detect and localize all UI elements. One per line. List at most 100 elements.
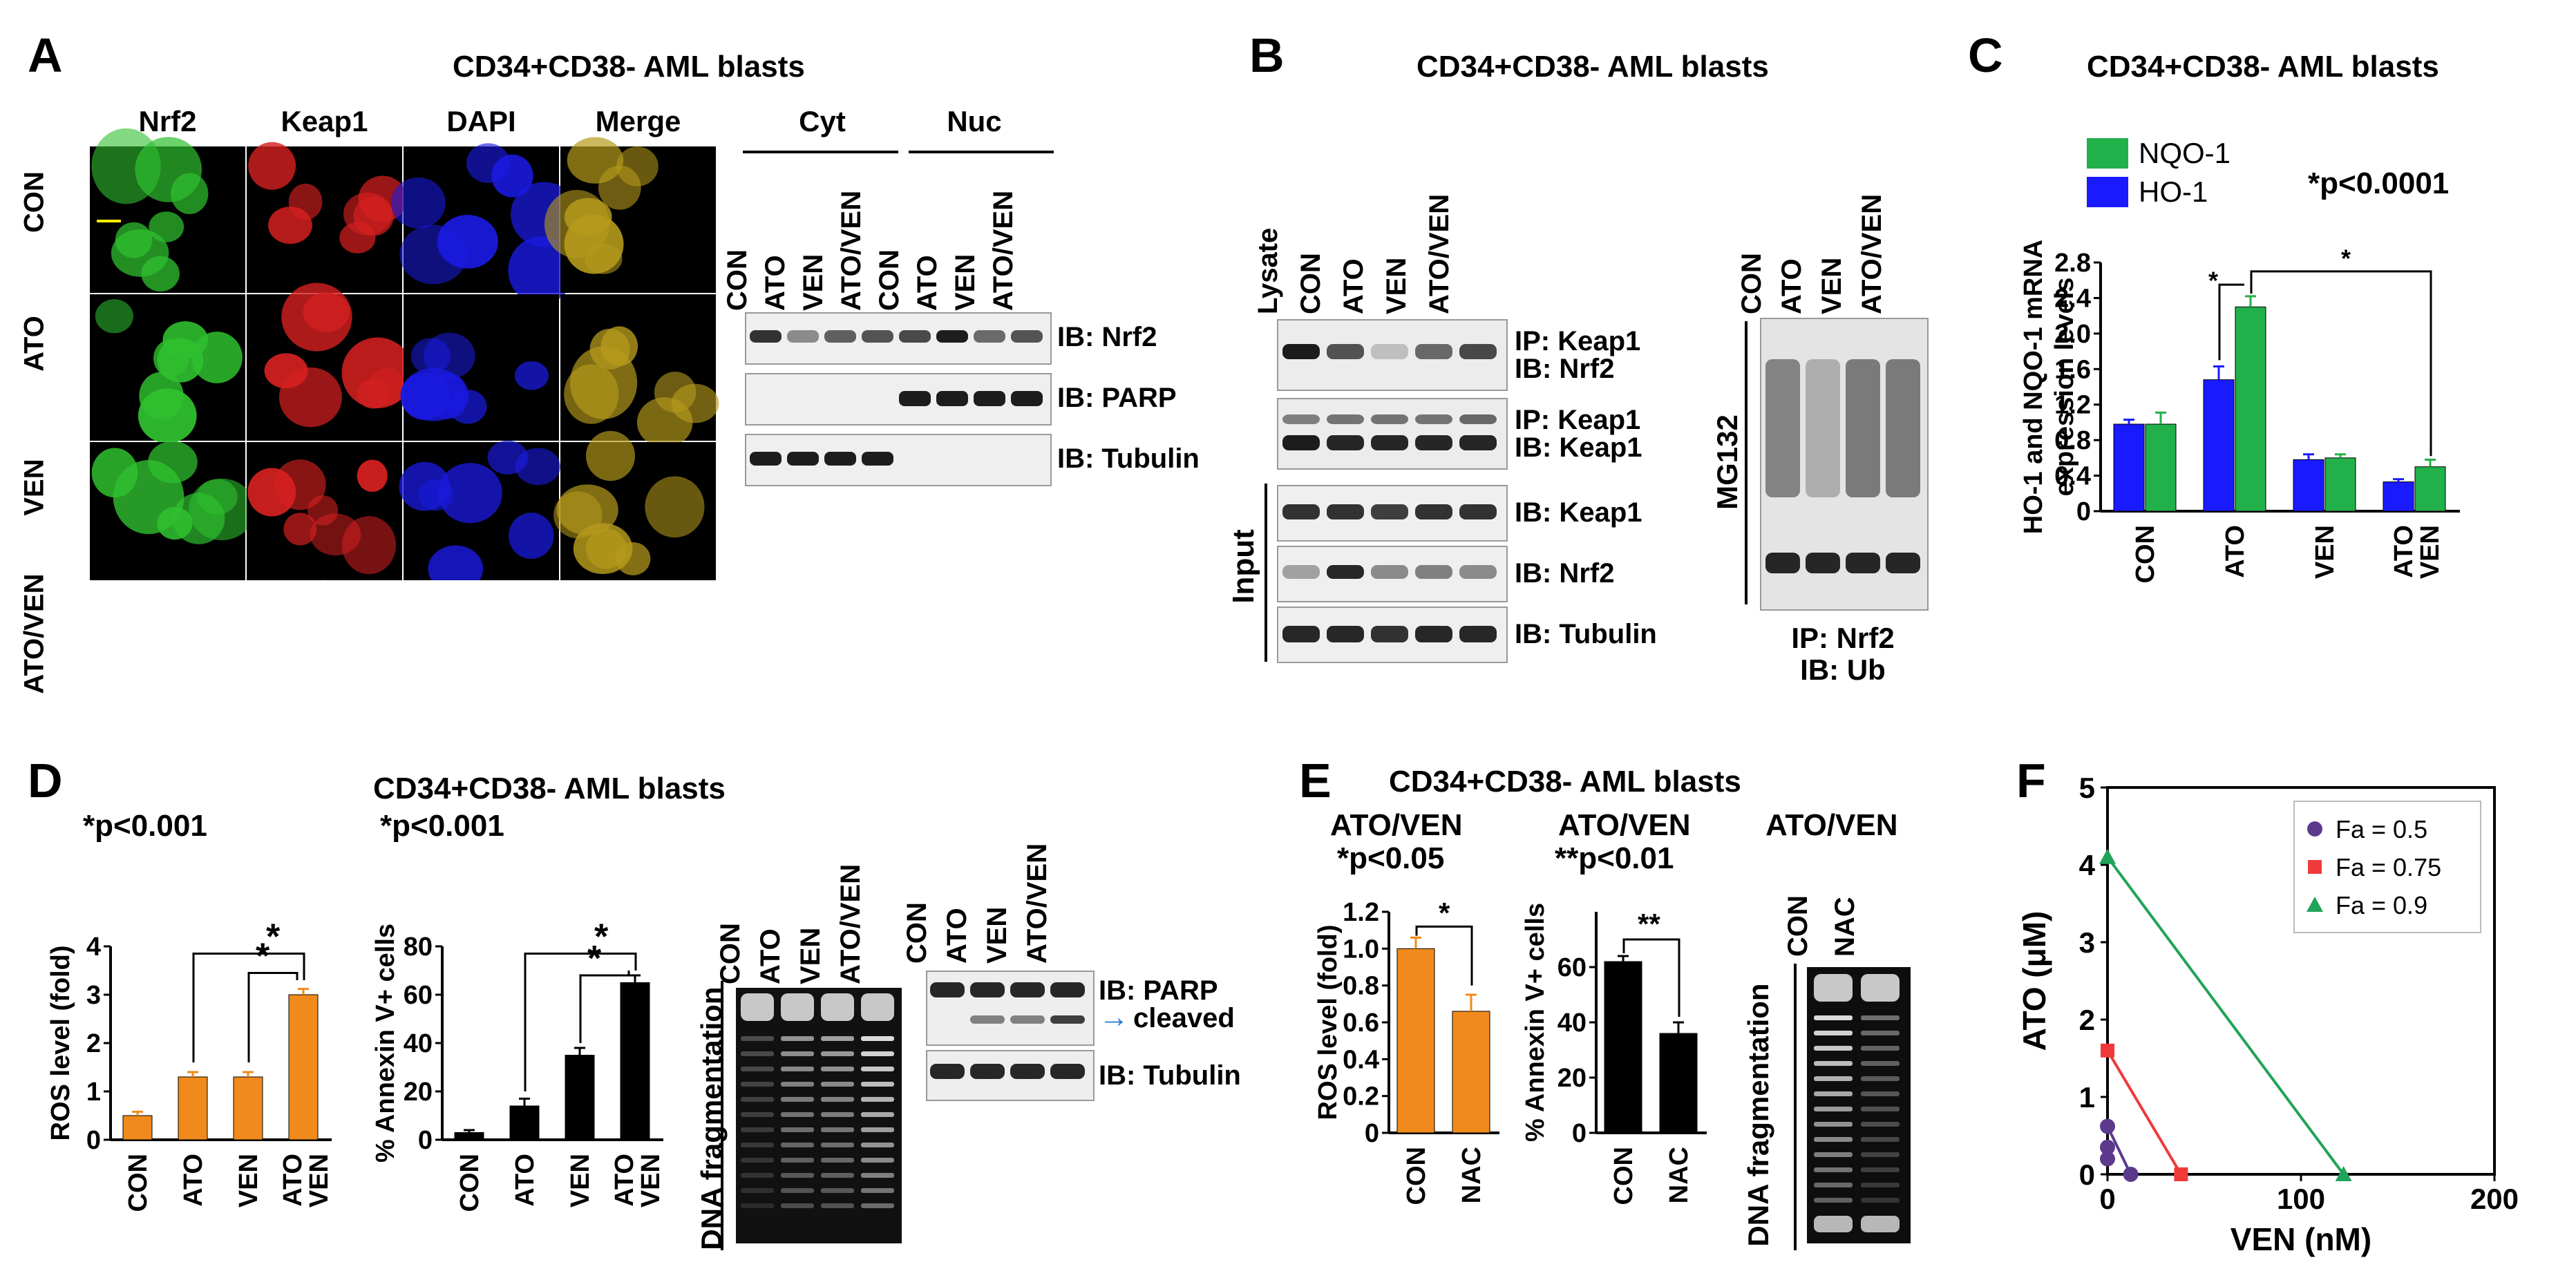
x-tick-label: 200 bbox=[2470, 1183, 2519, 1215]
blot-band bbox=[862, 452, 893, 466]
gel-ladder-band bbox=[861, 1097, 894, 1102]
blot-band bbox=[1371, 565, 1408, 579]
gel-ladder-band bbox=[1814, 1107, 1853, 1111]
gel-ladder-band bbox=[741, 1067, 774, 1071]
panel-b-ip1-label-2: IB: Nrf2 bbox=[1515, 354, 1615, 384]
bar bbox=[2113, 423, 2145, 512]
blot-band bbox=[1050, 982, 1085, 997]
panel-c-title: CD34+CD38- AML blasts bbox=[2087, 50, 2439, 84]
panel-b-bands bbox=[1282, 344, 1497, 642]
micrograph-cell bbox=[288, 183, 323, 220]
blot-band bbox=[787, 330, 819, 343]
blot-band bbox=[1282, 626, 1320, 642]
gel-ladder-band bbox=[781, 1082, 814, 1087]
ub-band bbox=[1765, 553, 1800, 573]
panel-a-micrograph-grid bbox=[90, 128, 719, 580]
panel-b-title: CD34+CD38- AML blasts bbox=[1417, 50, 1769, 84]
bar bbox=[2324, 457, 2356, 512]
micrograph-cell bbox=[390, 177, 446, 229]
data-point bbox=[2101, 1043, 2114, 1058]
blot-band bbox=[787, 452, 819, 466]
gel-ladder-band bbox=[861, 1173, 894, 1178]
micrograph-cell bbox=[564, 198, 612, 236]
gel-ladder-band bbox=[861, 1067, 894, 1071]
gel-ladder-band bbox=[821, 1036, 854, 1041]
panel-d-dna-ladders bbox=[741, 993, 894, 1208]
chart-e-ros: 0 0.2 0.4 0.6 0.8 1.0 1.2 CON NAC ROS level (fold… bbox=[1314, 897, 1499, 1205]
blot-band bbox=[930, 982, 965, 997]
y-tick-label: 0.8 bbox=[1343, 972, 1379, 1001]
x-axis-label: VEN (nM) bbox=[2231, 1221, 2371, 1257]
gel-ladder-band bbox=[741, 1173, 774, 1178]
legend-box bbox=[2293, 801, 2481, 933]
bar bbox=[2235, 306, 2266, 512]
x-tick-label: CON bbox=[455, 1154, 484, 1212]
blot-band-cleaved bbox=[1050, 1015, 1085, 1024]
gel-ladder-band bbox=[1861, 1198, 1900, 1203]
panel-d-parp-row-tubulin: IB: Tubulin bbox=[1099, 1060, 1241, 1091]
blot-band bbox=[1327, 565, 1364, 579]
sig-star: * bbox=[594, 917, 609, 957]
gel-ladder-band bbox=[861, 1082, 894, 1087]
gel-ladder-band bbox=[821, 1112, 854, 1117]
legend-label: Fa = 0.75 bbox=[2336, 853, 2441, 881]
micrograph-cell bbox=[508, 236, 574, 305]
y-tick-label: 1.2 bbox=[2054, 391, 2091, 420]
micrograph-cell bbox=[399, 225, 468, 285]
panel-e-letter: E bbox=[1299, 754, 1332, 808]
panel-a-micro-col-dapi: DAPI bbox=[446, 105, 516, 137]
micrograph-cell bbox=[307, 495, 339, 526]
panel-b-input-row-nrf2: IB: Nrf2 bbox=[1515, 558, 1615, 589]
y-tick-label: 5 bbox=[2079, 772, 2095, 804]
panel-d-subtitle: CD34+CD38- AML blasts bbox=[373, 772, 726, 805]
gel-ladder-band bbox=[1861, 1061, 1900, 1066]
panel-d-letter: D bbox=[28, 754, 63, 808]
ub-smear bbox=[1806, 359, 1840, 497]
bar bbox=[2414, 466, 2446, 512]
x-tick-label: VEN bbox=[305, 1154, 334, 1207]
panel-b-ip2-label-1: IP: Keap1 bbox=[1515, 405, 1641, 435]
micrograph-cell bbox=[303, 292, 350, 332]
y-tick-label: 1 bbox=[2079, 1081, 2095, 1114]
gel-well bbox=[1861, 974, 1900, 1002]
chart-e-annexin: 0 20 40 60 CON NAC % Annexin V+ cells ** bbox=[1521, 903, 1707, 1205]
sig-bracket bbox=[247, 972, 299, 1062]
panel-b-ub-bracket bbox=[1745, 321, 1748, 604]
gel-ladder-band bbox=[781, 1097, 814, 1102]
blot-band bbox=[930, 1064, 965, 1079]
bar bbox=[2293, 459, 2324, 512]
panel-a-blot-row-parp: IB: PARP bbox=[1057, 383, 1177, 413]
blot-band-cleaved bbox=[970, 1015, 1005, 1024]
gel-ladder-band bbox=[821, 1173, 854, 1178]
panel-e-sub2: ATO/VEN bbox=[1558, 808, 1691, 842]
y-tick-label: 20 bbox=[404, 1078, 433, 1107]
gel-ladder-band bbox=[741, 1082, 774, 1087]
panel-b-ub-smears bbox=[1765, 359, 1920, 573]
y-tick-label: 3 bbox=[2079, 926, 2095, 959]
data-point bbox=[2100, 1139, 2115, 1155]
gel-ladder-band bbox=[781, 1067, 814, 1071]
gel-well bbox=[781, 993, 814, 1021]
micrograph-cell bbox=[141, 256, 180, 292]
sig-star: * bbox=[266, 917, 281, 957]
blot-band bbox=[750, 452, 782, 466]
panel-a-blot-bands bbox=[750, 330, 1043, 466]
panel-e-p1: *p<0.05 bbox=[1337, 841, 1445, 875]
micrograph-cell bbox=[410, 338, 451, 374]
blot-band bbox=[1282, 565, 1320, 579]
x-tick-label: CON bbox=[2131, 525, 2160, 583]
y-axis-label-line2: expression levels bbox=[2050, 278, 2079, 497]
micrograph-cell bbox=[341, 516, 397, 575]
x-tick-label: ATO bbox=[2221, 525, 2250, 578]
gel-ladder-band bbox=[741, 1112, 774, 1117]
gel-ladder-band bbox=[741, 1158, 774, 1163]
gel-ladder-band bbox=[1861, 1091, 1900, 1096]
data-point bbox=[2174, 1167, 2188, 1181]
y-tick-label: 2.0 bbox=[2054, 320, 2091, 349]
micrograph-cell bbox=[91, 128, 161, 204]
y-tick-label: 0.6 bbox=[1343, 1009, 1379, 1038]
blot-band bbox=[1327, 435, 1364, 450]
gel-ladder-band bbox=[1861, 1015, 1900, 1020]
micrograph-cell bbox=[95, 299, 133, 334]
